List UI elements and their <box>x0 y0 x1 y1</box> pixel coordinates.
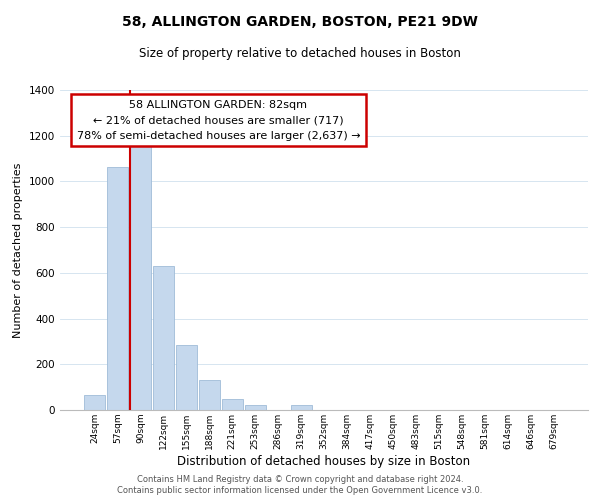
Bar <box>221 399 243 410</box>
Bar <box>290 406 311 410</box>
Text: Size of property relative to detached houses in Boston: Size of property relative to detached ho… <box>139 48 461 60</box>
Bar <box>130 146 151 410</box>
Bar <box>176 345 197 410</box>
Bar <box>245 406 266 410</box>
Text: 58, ALLINGTON GARDEN, BOSTON, PE21 9DW: 58, ALLINGTON GARDEN, BOSTON, PE21 9DW <box>122 15 478 29</box>
Y-axis label: Number of detached properties: Number of detached properties <box>13 162 23 338</box>
Text: 58 ALLINGTON GARDEN: 82sqm
← 21% of detached houses are smaller (717)
78% of sem: 58 ALLINGTON GARDEN: 82sqm ← 21% of deta… <box>77 100 360 141</box>
Bar <box>153 266 174 410</box>
Bar <box>107 166 128 410</box>
Bar <box>199 380 220 410</box>
Bar <box>84 395 105 410</box>
Text: Contains public sector information licensed under the Open Government Licence v3: Contains public sector information licen… <box>118 486 482 495</box>
X-axis label: Distribution of detached houses by size in Boston: Distribution of detached houses by size … <box>178 454 470 468</box>
Text: Contains HM Land Registry data © Crown copyright and database right 2024.: Contains HM Land Registry data © Crown c… <box>137 475 463 484</box>
